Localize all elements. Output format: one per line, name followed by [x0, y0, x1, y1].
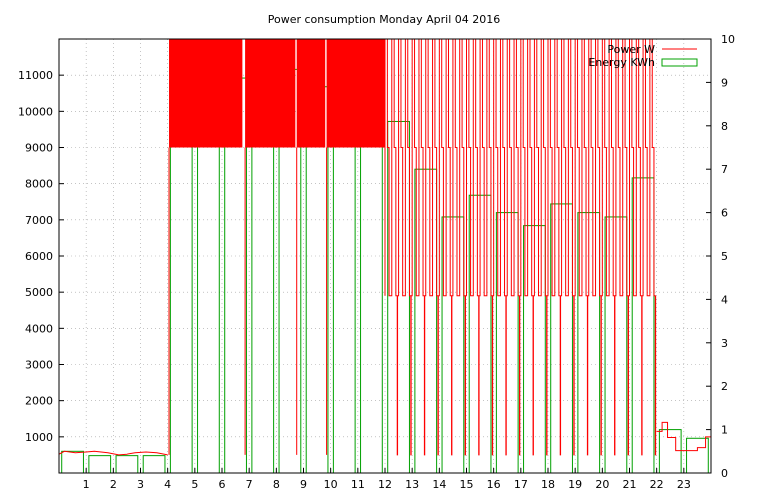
x-tick-label: 4: [164, 478, 171, 491]
power-line-cycling: [384, 38, 657, 456]
x-tick-label: 13: [405, 478, 419, 491]
y2-tick-label: 5: [721, 250, 728, 263]
x-tick-label: 15: [460, 478, 474, 491]
x-tick-label: 6: [219, 478, 226, 491]
legend-energy-label: Energy KWh: [588, 56, 655, 69]
x-tick-label: 19: [568, 478, 582, 491]
y-tick-label: 6000: [25, 250, 53, 263]
x-tick-label: 14: [432, 478, 446, 491]
y2-tick-label: 7: [721, 163, 728, 176]
power-line-baseline: [58, 450, 168, 456]
power-saturated-block: [326, 39, 385, 148]
y2-tick-label: 9: [721, 76, 728, 89]
x-tick-label: 17: [514, 478, 528, 491]
energy-bar: [88, 455, 112, 474]
y-tick-label: 4000: [25, 322, 53, 335]
x-tick-label: 1: [83, 478, 90, 491]
y-tick-label: 11000: [18, 69, 53, 82]
x-tick-label: 23: [677, 478, 691, 491]
x-tick-label: 10: [324, 478, 338, 491]
y-tick-label: 9000: [25, 142, 53, 155]
energy-bar: [169, 90, 193, 474]
x-tick-label: 7: [246, 478, 253, 491]
legend: Power W Energy KWh: [588, 43, 698, 69]
y2-tick-label: 1: [721, 424, 728, 437]
x-tick-label: 21: [623, 478, 637, 491]
energy-bar: [658, 429, 682, 474]
x-tick-label: 20: [595, 478, 609, 491]
y-tick-label: 2000: [25, 395, 53, 408]
power-series: [58, 38, 712, 456]
y2-tick-label: 8: [721, 120, 728, 133]
x-tick-label: 5: [191, 478, 198, 491]
y2-tick-label: 10: [721, 33, 735, 46]
power-saturated-block: [245, 39, 296, 148]
x-tick-label: 2: [110, 478, 117, 491]
y-axis-right: 0 1 2 3 4 5 6 7 8 9 10: [706, 33, 735, 480]
x-tick-label: 3: [137, 478, 144, 491]
x-tick-label: 22: [650, 478, 664, 491]
chart-title: Power consumption Monday April 04 2016: [268, 13, 501, 26]
energy-bar: [686, 437, 709, 474]
power-saturated-block: [296, 39, 326, 148]
y2-tick-label: 6: [721, 207, 728, 220]
y2-tick-label: 3: [721, 337, 728, 350]
y-tick-label: 3000: [25, 359, 53, 372]
power-saturated-block: [169, 39, 243, 148]
x-axis: 1 2 3 4 5 6 7 8 9 10 11 12 13 14 15 16 17 18 19 20 21 22 23: [83, 468, 691, 491]
x-tick-label: 8: [273, 478, 280, 491]
energy-bar: [142, 455, 166, 474]
y2-tick-label: 2: [721, 380, 728, 393]
y-tick-label: 10000: [18, 105, 53, 118]
x-tick-label: 11: [351, 478, 365, 491]
y-tick-label: 5000: [25, 286, 53, 299]
y2-tick-label: 4: [721, 293, 728, 306]
x-tick-label: 12: [378, 478, 392, 491]
y-tick-label: 7000: [25, 214, 53, 227]
energy-bar: [61, 450, 84, 474]
legend-energy-swatch: [661, 58, 698, 67]
y-tick-label: 8000: [25, 178, 53, 191]
legend-power-label: Power W: [607, 43, 655, 56]
x-tick-label: 16: [487, 478, 501, 491]
x-tick-label: 9: [300, 478, 307, 491]
y2-tick-label: 0: [721, 467, 728, 480]
power-line-tail: [656, 421, 712, 452]
x-tick-label: 18: [541, 478, 555, 491]
energy-bar: [115, 455, 139, 474]
y-axis-left: 1000 2000 3000 4000 5000 6000 7000 8000 9000 1000…: [18, 69, 64, 444]
y-tick-label: 1000: [25, 431, 53, 444]
